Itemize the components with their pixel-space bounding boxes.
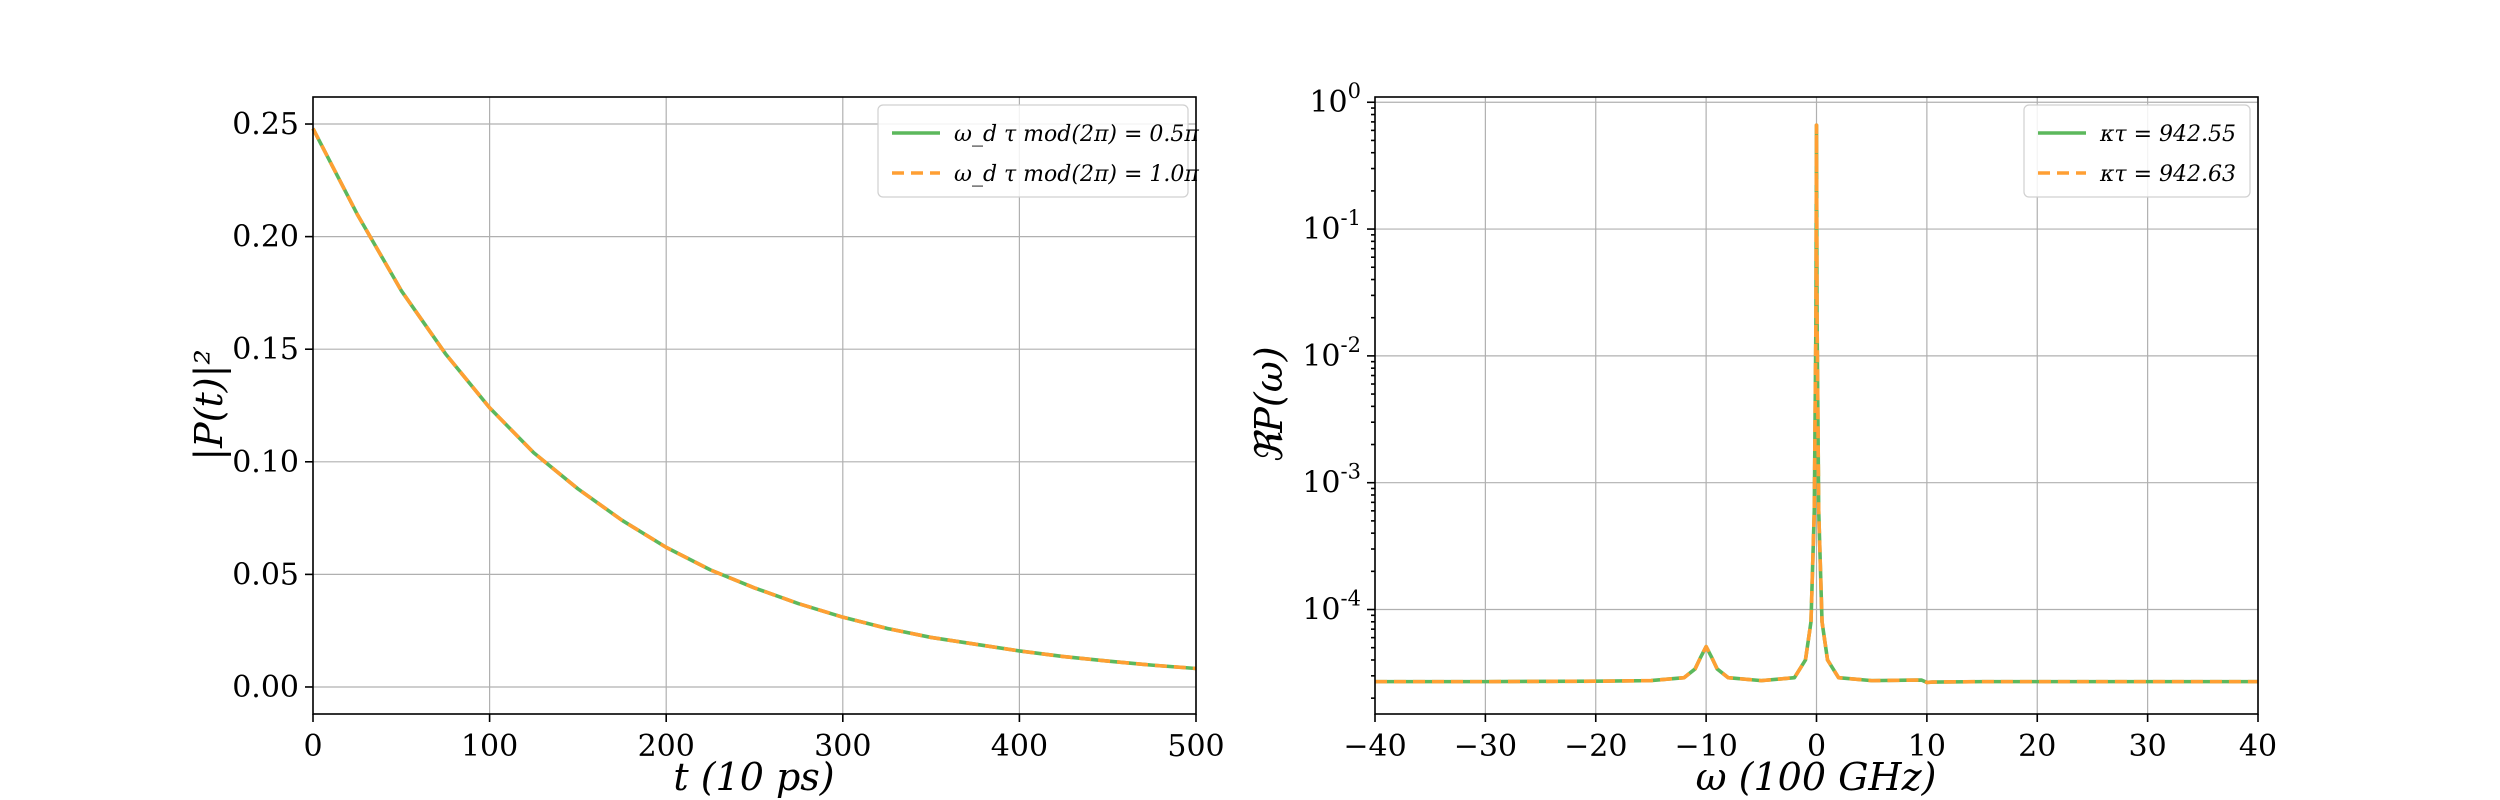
right-legend: κτ = 942.55 κτ = 942.63 xyxy=(2023,104,2251,198)
left-x-axis-label: t (10 ps) xyxy=(673,755,834,799)
left-legend-label-2: ω_d τ mod(2π) = 1.0π xyxy=(954,162,1199,187)
right-x-tick-label: −40 xyxy=(1343,729,1406,764)
right-y-tick-label: 100 xyxy=(1309,79,1361,120)
right-x-axis-label: ω (100 GHz) xyxy=(1696,755,1937,799)
left-y-tick-label: 0.20 xyxy=(232,220,299,255)
right-x-tick-label: −10 xyxy=(1674,729,1737,764)
right-ticks: −40 −30 −20 −10 0 10 20 30 40 10-4 10-3 10-2 10-1 100 xyxy=(1302,79,2277,764)
left-y-axis-label: |P(t)|² xyxy=(187,349,231,460)
left-legend-box xyxy=(877,104,1189,198)
right-x-tick-label: 10 xyxy=(1908,729,1946,764)
right-legend-label-2: κτ = 942.63 xyxy=(2099,162,2236,187)
left-y-tick-label: 0.05 xyxy=(232,557,299,592)
left-plot-panel: 0 100 200 300 400 500 0.00 0.05 0.10 0.15 0.20 0.25… xyxy=(187,96,1225,799)
right-series xyxy=(1375,123,2258,685)
right-plot-panel: −40 −30 −20 −10 0 10 20 30 40 10-4 10-3 10-2 10-1 100… xyxy=(1247,79,2277,799)
right-y-axis-label: ℜP(ω) xyxy=(1247,346,1291,463)
left-legend: ω_d τ mod(2π) = 0.5π ω_d τ mod(2π) = 1.0π xyxy=(877,104,1199,198)
left-x-tick-label: 400 xyxy=(991,729,1048,764)
left-ticks: 0 100 200 300 400 500 0.00 0.05 0.10 0.15 0.20 0.25 xyxy=(232,107,1224,764)
left-x-tick-label: 200 xyxy=(638,729,695,764)
left-series-line-2 xyxy=(311,127,1197,671)
left-y-tick-label: 0.10 xyxy=(232,445,299,480)
left-plot-frame xyxy=(312,96,1197,715)
right-y-tick-label: 10-1 xyxy=(1302,206,1361,247)
right-x-tick-label: 40 xyxy=(2239,729,2277,764)
left-x-tick-label: 0 xyxy=(303,729,322,764)
right-y-tick-label: 10-3 xyxy=(1302,460,1361,501)
right-series-line-2 xyxy=(1375,123,2258,685)
right-legend-label-1: κτ = 942.55 xyxy=(2099,122,2236,147)
right-y-tick-label: 10-2 xyxy=(1302,333,1361,374)
right-x-tick-label: 30 xyxy=(2129,729,2167,764)
left-y-tick-label: 0.15 xyxy=(232,332,299,367)
right-x-tick-label: −20 xyxy=(1564,729,1627,764)
left-y-tick-label: 0.00 xyxy=(232,670,299,705)
right-x-tick-label: 0 xyxy=(1807,729,1826,764)
left-x-tick-label: 100 xyxy=(461,729,518,764)
right-x-tick-label: −30 xyxy=(1454,729,1517,764)
left-y-tick-label: 0.25 xyxy=(232,107,299,142)
right-x-tick-label: 20 xyxy=(2018,729,2056,764)
left-series xyxy=(311,127,1197,671)
left-x-tick-label: 300 xyxy=(814,729,871,764)
left-legend-label-1: ω_d τ mod(2π) = 0.5π xyxy=(954,122,1199,147)
left-x-tick-label: 500 xyxy=(1167,729,1224,764)
right-y-tick-label: 10-4 xyxy=(1302,587,1361,628)
